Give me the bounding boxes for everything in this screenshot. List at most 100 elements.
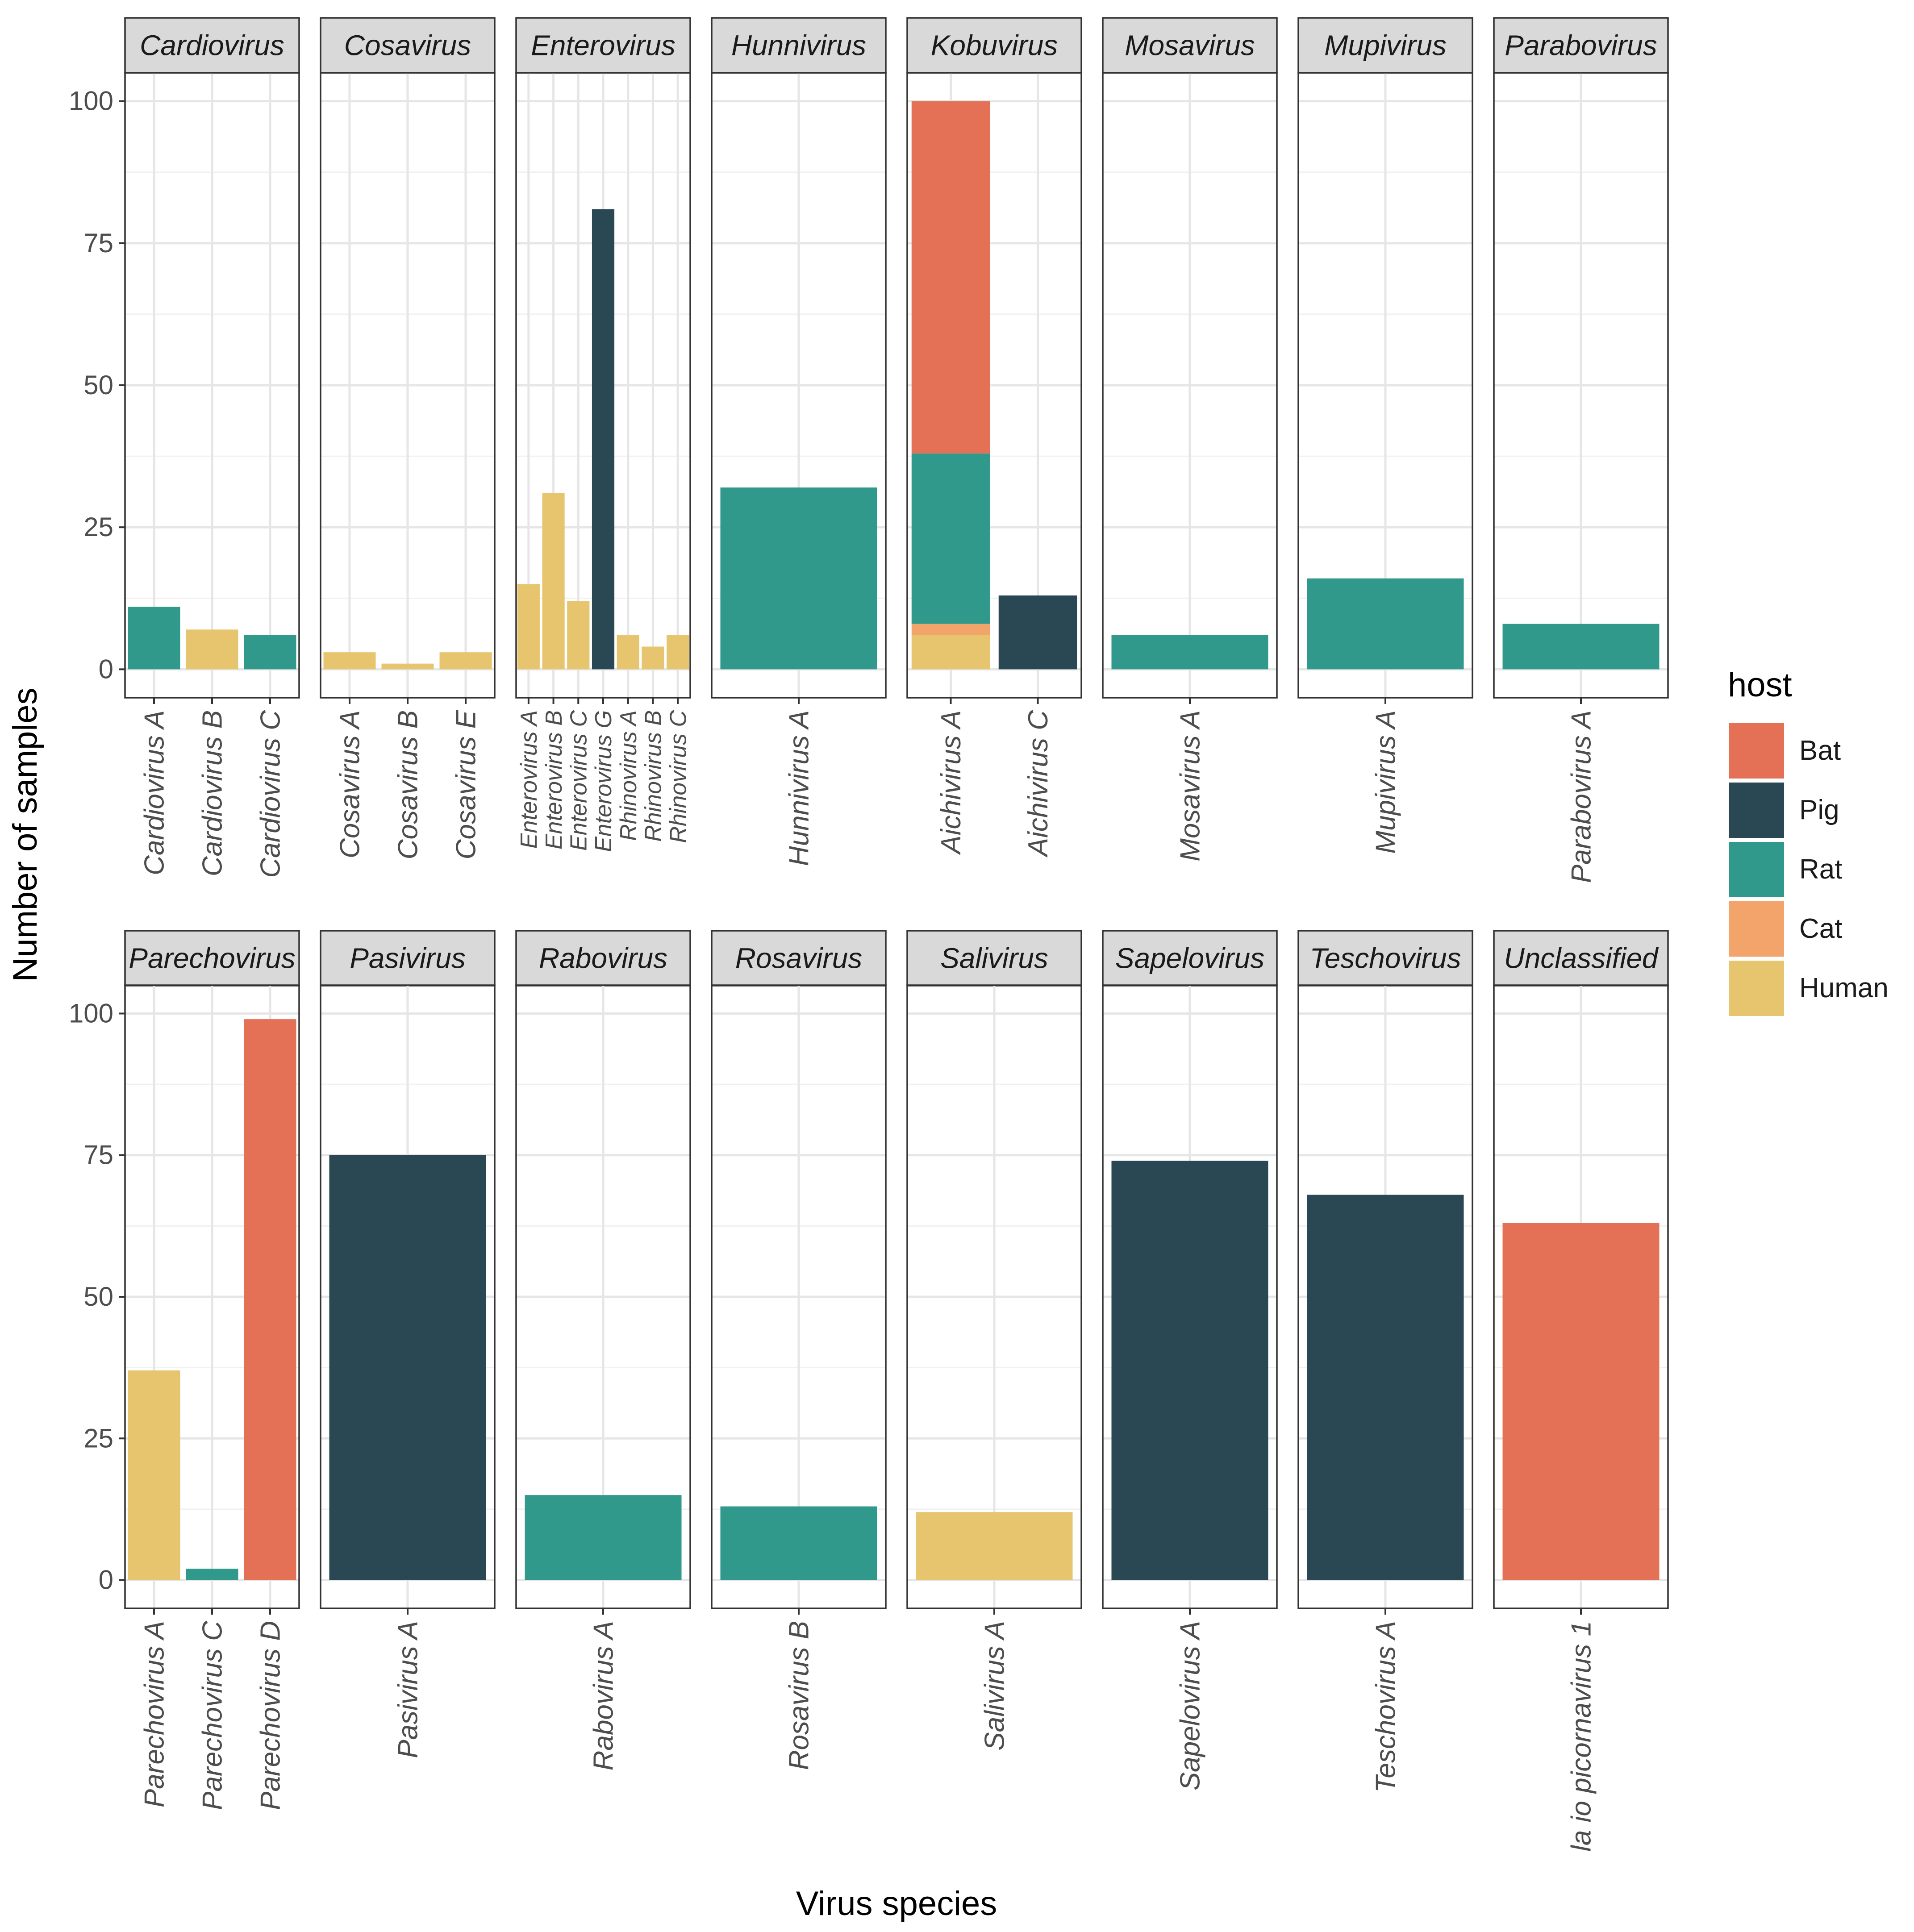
x-tick-label: Cardiovirus B xyxy=(197,710,228,876)
panel-border xyxy=(1297,984,1473,1609)
x-tick-label: Sapelovirus A xyxy=(1175,1621,1206,1790)
facet-strip-label: Enterovirus xyxy=(531,29,676,62)
facet-strip-label: Pasivirus xyxy=(350,942,466,974)
facet-strip xyxy=(515,17,691,74)
facet-panel: Mosavirus Mosavirus A xyxy=(1102,17,1278,862)
bar-segment xyxy=(916,1512,1073,1580)
facet-panel: Cosavirus Cosavirus A Cosavirus B Cosavirus… xyxy=(320,17,496,859)
bar-segment xyxy=(525,1495,682,1580)
facet-panel: Mupivirus Mupivirus A xyxy=(1297,17,1473,854)
y-tick-label: 50 xyxy=(83,370,113,400)
bar-segment xyxy=(642,646,664,670)
facet-strip xyxy=(906,930,1082,987)
facet-panel: Parechovirus Parechovirus A Parechovirus C… xyxy=(124,930,300,1810)
legend-key-cat xyxy=(1729,901,1784,957)
x-tick-label: Salivirus A xyxy=(980,1621,1010,1751)
x-tick-label: Cardiovirus A xyxy=(139,710,170,875)
bar-segment xyxy=(1502,1223,1660,1580)
bar-segment xyxy=(186,629,238,670)
facet-strip xyxy=(320,17,496,74)
facet-strip xyxy=(711,17,887,74)
bar-segment xyxy=(1502,624,1660,670)
facet-strip-label: Mosavirus xyxy=(1125,29,1255,62)
facet-strip-label: Kobuvirus xyxy=(931,29,1058,62)
facet-panel: Sapelovirus Sapelovirus A xyxy=(1102,930,1278,1790)
panel-border xyxy=(1493,72,1669,699)
x-tick-label: Enterovirus C xyxy=(566,710,592,851)
x-tick-label: Mupivirus A xyxy=(1371,710,1401,854)
bar-segment xyxy=(517,584,540,670)
facet-strip-label: Cosavirus xyxy=(344,29,471,62)
y-tick-label: 100 xyxy=(69,998,113,1028)
y-tick-label: 25 xyxy=(83,512,113,542)
x-tick-label: la io picornavirus 1 xyxy=(1566,1621,1597,1852)
facet-panel: Rabovirus Rabovirus A xyxy=(515,930,691,1770)
panel-border xyxy=(320,984,496,1609)
x-tick-label: Cosavirus A xyxy=(335,710,366,858)
bar-segment xyxy=(323,652,376,670)
legend-label-cat: Cat xyxy=(1799,913,1842,944)
legend-key-human xyxy=(1729,961,1784,1016)
facet-strip xyxy=(515,930,691,987)
panel-border xyxy=(515,72,691,699)
x-tick-label: Rabovirus A xyxy=(588,1621,619,1770)
panel-border xyxy=(1493,984,1669,1609)
facet-strip-label: Parechovirus xyxy=(129,942,296,974)
facet-strip-label: Sapelovirus xyxy=(1115,942,1264,974)
bar-segment xyxy=(911,101,990,454)
bar-segment xyxy=(186,1569,238,1580)
y-tick-label: 50 xyxy=(83,1282,113,1312)
bar-segment xyxy=(567,601,590,670)
x-tick-label: Rosavirus B xyxy=(784,1621,815,1770)
x-tick-label: Cosavirus E xyxy=(451,710,482,859)
y-tick-label: 25 xyxy=(83,1423,113,1453)
bar-segment xyxy=(998,595,1077,670)
x-tick-label: Hunnivirus A xyxy=(784,710,815,866)
facet-panel: Pasivirus Pasivirus A xyxy=(320,930,496,1758)
facet-strip-label: Mupivirus xyxy=(1324,29,1447,62)
facet-panel: Hunnivirus Hunnivirus A xyxy=(711,17,887,866)
x-tick-label: Rhinovirus A xyxy=(616,710,642,841)
facet-strip-label: Hunnivirus xyxy=(731,29,866,62)
bar-segment xyxy=(911,453,990,624)
facet-strip-label: Rabovirus xyxy=(539,942,667,974)
legend-title: host xyxy=(1728,666,1792,704)
bar-segment xyxy=(1307,578,1464,670)
y-tick-label: 0 xyxy=(99,1565,113,1595)
bar-segment xyxy=(1111,1161,1268,1580)
legend-label-human: Human xyxy=(1799,973,1889,1003)
facet-strip-label: Unclassified xyxy=(1504,942,1659,974)
bar-segment xyxy=(592,209,615,670)
bar-segment xyxy=(667,635,689,670)
bar-segment xyxy=(439,652,492,670)
bar-segment xyxy=(244,1019,296,1580)
facet-strip xyxy=(1297,930,1473,987)
bar-segment xyxy=(244,635,296,670)
facet-panels: Cardiovirus Cardiovirus A Cardiovirus B Car… xyxy=(69,17,1669,1852)
y-axis-title: Number of samples xyxy=(6,688,44,982)
bar-segment xyxy=(381,663,434,670)
legend-label-bat: Bat xyxy=(1799,735,1841,766)
panel-border xyxy=(906,72,1082,699)
x-tick-label: Enterovirus G xyxy=(591,710,617,852)
x-tick-label: Parechovirus D xyxy=(255,1621,286,1810)
facet-panel: Teschovirus Teschovirus A xyxy=(1297,930,1473,1793)
panel-border xyxy=(711,984,887,1609)
facet-strip-label: Rosavirus xyxy=(735,942,863,974)
panel-border xyxy=(1102,72,1278,699)
facet-panel: Rosavirus Rosavirus B xyxy=(711,930,887,1770)
facet-panel: Cardiovirus Cardiovirus A Cardiovirus B Car… xyxy=(124,17,300,878)
bar-segment xyxy=(128,1370,180,1580)
facet-strip xyxy=(1493,17,1669,74)
legend: host Bat Pig Rat Cat Human xyxy=(1728,666,1889,1016)
bar-segment xyxy=(911,624,990,635)
x-tick-label: Rhinovirus C xyxy=(665,710,691,843)
bar-segment xyxy=(911,635,990,670)
panel-border xyxy=(1297,72,1473,699)
y-tick-label: 0 xyxy=(99,654,113,684)
x-tick-label: Enterovirus B xyxy=(541,710,567,849)
facet-panel: Unclassified la io picornavirus 1 xyxy=(1493,930,1669,1852)
facet-strip xyxy=(1102,930,1278,987)
